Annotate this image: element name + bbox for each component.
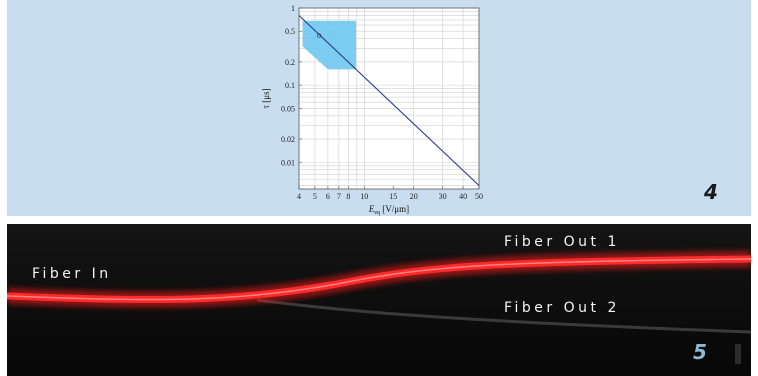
y-tick-label: 0.01: [281, 158, 295, 167]
x-axis-label: Eeq [V/μm]: [368, 204, 409, 216]
tau-vs-field-chart: 4 5 6 7 8 10 15 20 30 40 50 1 0.5 0.2 0.1 0.05 0.02 0.01 E…: [257, 0, 497, 216]
x-tick-label: 15: [389, 192, 397, 201]
x-tick-label: 8: [346, 192, 350, 201]
y-tick-label: 0.5: [285, 27, 295, 36]
y-axis-label: τ [μs]: [261, 88, 271, 108]
y-tick-label: 1: [291, 4, 295, 13]
fiber-out-2-strand: [256, 298, 751, 334]
photo-edge-artifact: [735, 344, 741, 364]
fiber-out-2-label: Fiber Out 2: [504, 300, 620, 316]
top-figure-panel: 4 5 6 7 8 10 15 20 30 40 50 1 0.5 0.2 0.1 0.05 0.02 0.01 E…: [7, 0, 751, 216]
x-tick-label: 30: [439, 192, 447, 201]
x-tick-label: 4: [297, 192, 301, 201]
fiber-highlight: [7, 258, 751, 301]
chart-svg: 4 5 6 7 8 10 15 20 30 40 50 1 0.5 0.2 0.1 0.05 0.02 0.01 E…: [261, 4, 483, 216]
series-line: [298, 15, 480, 186]
y-tick-label: 0.05: [281, 104, 295, 113]
x-tick-label: 40: [459, 192, 467, 201]
x-tick-label: 6: [326, 192, 330, 201]
fiber-photo-image: [7, 224, 751, 376]
fiber-in-label: Fiber In: [32, 266, 112, 282]
x-tick-label: 10: [360, 192, 368, 201]
plot-frame: [298, 7, 480, 190]
y-tick-label: 0.1: [285, 81, 295, 90]
x-tick-label: 50: [475, 192, 483, 201]
figure-number-5: 5: [693, 340, 707, 364]
fiber-photo-panel: Fiber In Fiber Out 1 Fiber Out 2 5: [7, 224, 751, 376]
x-tick-label: 7: [337, 192, 341, 201]
figure-number-4: 4: [704, 180, 718, 204]
x-tick-label: 5: [313, 192, 317, 201]
y-tick-label: 0.2: [285, 58, 295, 67]
y-tick-label: 0.02: [281, 135, 295, 144]
fiber-out-1-label: Fiber Out 1: [504, 234, 620, 250]
data-marker: [316, 33, 322, 38]
x-tick-label: 20: [410, 192, 418, 201]
